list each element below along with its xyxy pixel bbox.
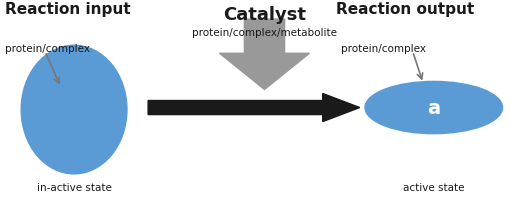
Text: protein/complex/metabolite: protein/complex/metabolite	[192, 28, 337, 38]
FancyArrow shape	[220, 20, 309, 90]
Text: Reaction input: Reaction input	[5, 2, 131, 17]
Circle shape	[365, 82, 503, 134]
FancyArrow shape	[148, 94, 360, 122]
Text: active state: active state	[403, 182, 464, 192]
Text: protein/complex: protein/complex	[5, 44, 90, 54]
Text: Reaction output: Reaction output	[336, 2, 474, 17]
Text: Catalyst: Catalyst	[223, 6, 306, 24]
Text: a: a	[427, 99, 440, 117]
Ellipse shape	[21, 46, 127, 174]
Text: in-active state: in-active state	[37, 182, 112, 192]
Text: protein/complex: protein/complex	[341, 44, 426, 54]
